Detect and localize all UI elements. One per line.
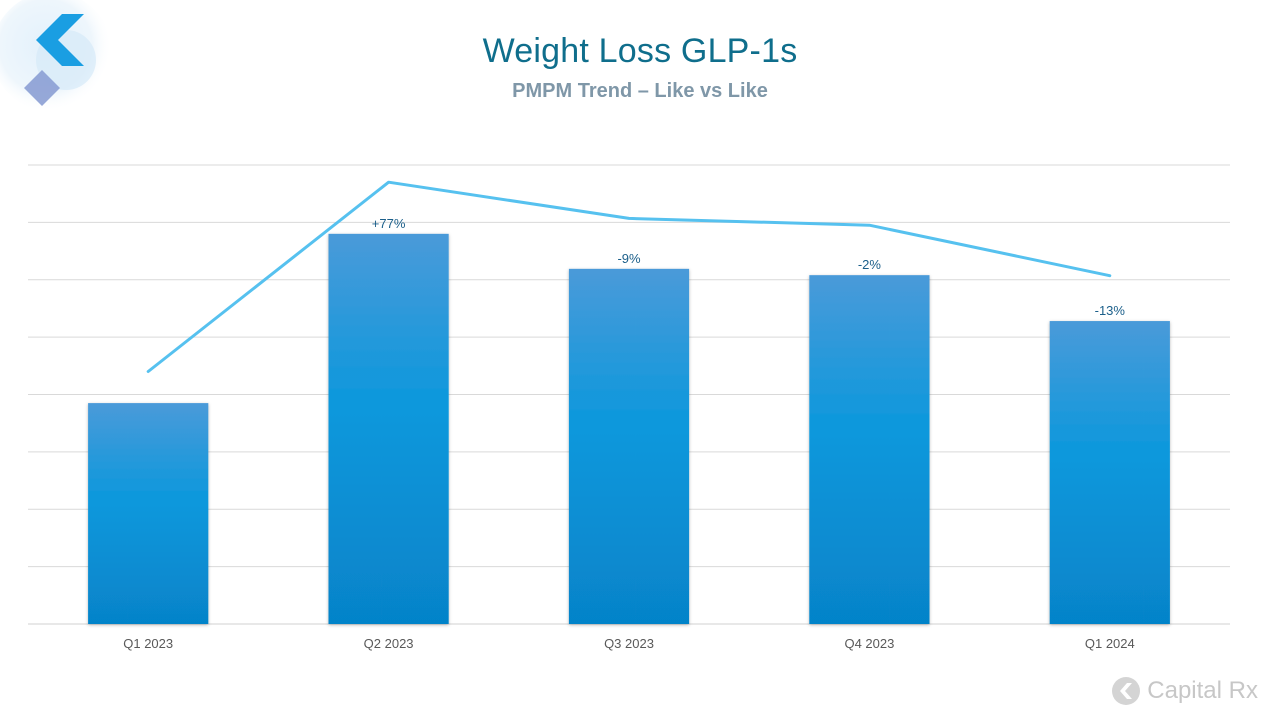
brand-name: Capital Rx	[1147, 677, 1258, 704]
x-tick-label: Q1 2024	[1085, 636, 1135, 651]
capital-rx-icon	[1112, 677, 1141, 705]
bar-data-label: -9%	[617, 251, 641, 266]
brand-logo: Capital Rx	[1111, 676, 1258, 706]
bar	[568, 268, 690, 624]
x-tick-label: Q2 2023	[364, 636, 414, 651]
bar	[1049, 321, 1170, 624]
trend-line	[146, 180, 1112, 373]
logo-icon	[0, 0, 112, 112]
bar	[328, 233, 449, 624]
chart-subtitle: PMPM Trend – Like vs Like	[512, 80, 768, 102]
bar-data-label: -2%	[858, 257, 882, 272]
bar-data-label: +77%	[372, 216, 406, 231]
bar	[809, 275, 930, 624]
x-tick-label: Q4 2023	[844, 636, 894, 651]
x-tick-label: Q1 2023	[123, 636, 173, 651]
chart-title: Weight Loss GLP-1s	[482, 32, 798, 70]
bar-data-label: -13%	[1095, 303, 1126, 318]
x-tick-label: Q3 2023	[604, 636, 654, 651]
bar	[88, 403, 209, 624]
